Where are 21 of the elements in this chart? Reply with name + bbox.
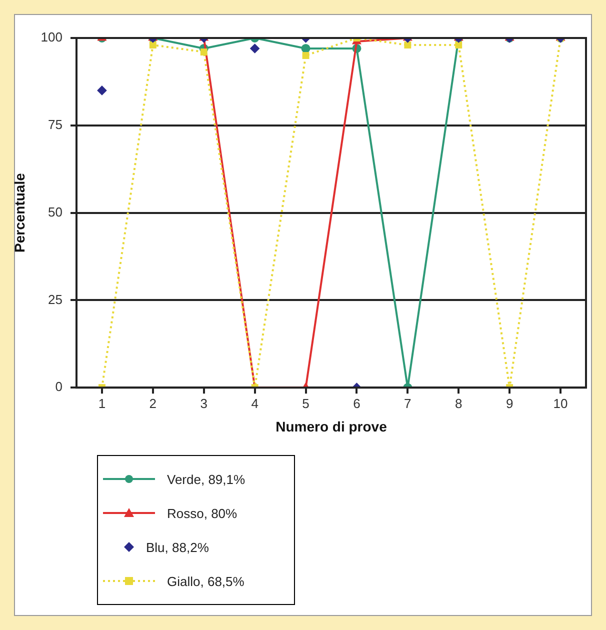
x-tick-label: 7 <box>404 396 412 411</box>
x-tick-label: 8 <box>455 396 462 411</box>
x-axis-title: Numero di prove <box>276 418 388 434</box>
x-tick-label: 2 <box>149 396 157 411</box>
y-tick-label: 75 <box>48 116 62 132</box>
y-tick-label: 25 <box>48 292 62 307</box>
x-tick-label: 1 <box>98 396 106 411</box>
legend-label: Giallo, 68,5% <box>167 574 244 588</box>
legend-label: Rosso, 80% <box>167 506 238 520</box>
legend-label: Verde, 89,1% <box>167 472 246 486</box>
x-tick-label: 4 <box>251 396 258 411</box>
y-tick-label: 50 <box>48 204 62 220</box>
x-tick-label: 10 <box>553 396 568 411</box>
x-tick-label: 9 <box>506 396 514 411</box>
y-tick-label: 100 <box>40 30 62 45</box>
x-tick-label: 5 <box>302 396 310 411</box>
y-tick-label: 0 <box>55 379 62 394</box>
x-tick-label: 3 <box>200 396 208 411</box>
x-tick-label: 6 <box>353 396 360 411</box>
legend-label: Blu, 88,2% <box>146 540 209 554</box>
y-axis-title: Percentuale <box>11 172 28 252</box>
